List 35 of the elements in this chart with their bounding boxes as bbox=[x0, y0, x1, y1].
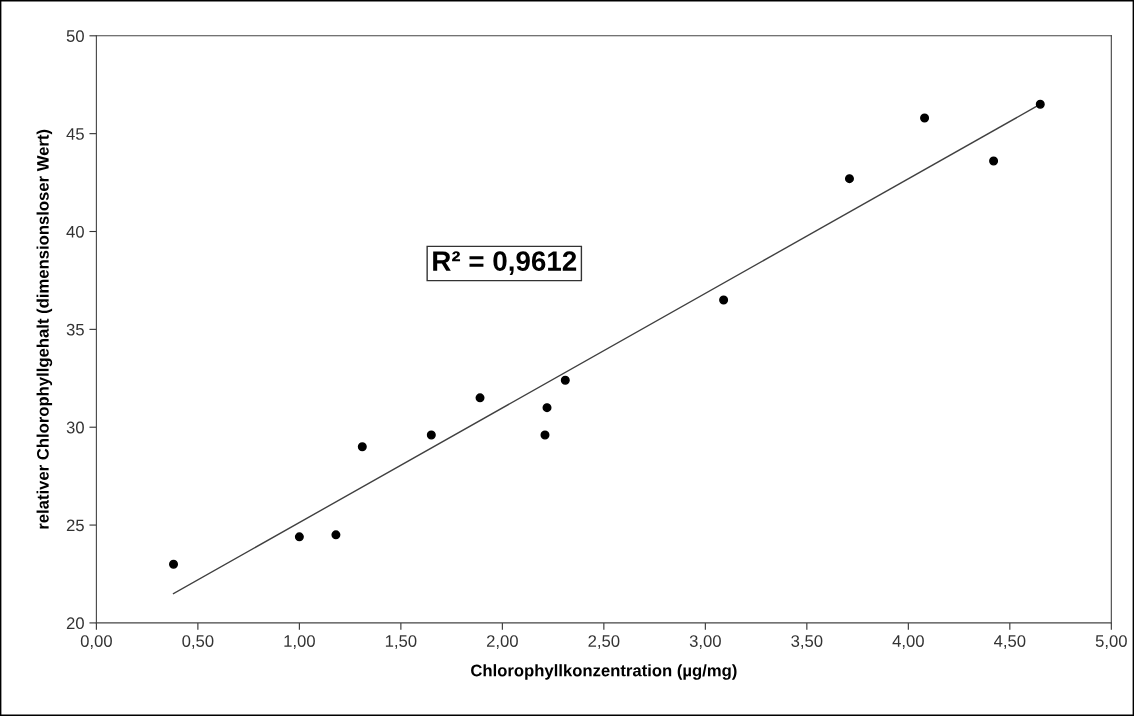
point bbox=[719, 295, 729, 305]
point bbox=[475, 393, 485, 403]
y-tick-label: 20 bbox=[66, 617, 84, 630]
point bbox=[331, 530, 341, 540]
y-axis-title: relativer Chlorophyllgehalt (dimensionsloser Wert) bbox=[36, 129, 53, 529]
x-tick-label: 1,00 bbox=[284, 635, 315, 649]
annotation: R² = 0,9612 bbox=[433, 251, 577, 275]
y-tick-label: 45 bbox=[66, 128, 84, 140]
point bbox=[989, 156, 999, 166]
point bbox=[1035, 99, 1045, 109]
y-tick-label: 35 bbox=[66, 323, 84, 336]
x-tick-label: 4,50 bbox=[993, 635, 1026, 649]
x-axis-title: Chlorophyllkonzentration (µg/mg) bbox=[471, 664, 737, 680]
y-tick-label: 50 bbox=[66, 30, 84, 42]
y-tick-label: 30 bbox=[66, 421, 84, 434]
x-tick-label: 5,00 bbox=[1095, 635, 1127, 649]
x-tick-label: 2,50 bbox=[588, 635, 620, 649]
y-tick-label: 40 bbox=[66, 225, 84, 238]
x-tick-label: 0,00 bbox=[80, 635, 112, 649]
point bbox=[357, 442, 367, 452]
point bbox=[560, 375, 570, 385]
x-tick-label: 2,00 bbox=[486, 635, 518, 649]
point bbox=[542, 403, 552, 413]
x-tick-label: 1,50 bbox=[385, 635, 417, 649]
y-tick-label: 25 bbox=[66, 519, 84, 532]
x-tick-label: 4,00 bbox=[892, 635, 924, 649]
x-tick-label: 3,00 bbox=[689, 635, 721, 649]
x-tick-label: 3,50 bbox=[791, 635, 823, 649]
point bbox=[169, 559, 179, 569]
point bbox=[844, 174, 854, 184]
point bbox=[920, 113, 930, 123]
point bbox=[540, 430, 550, 440]
point bbox=[426, 430, 436, 440]
point bbox=[294, 532, 304, 542]
x-tick-label: 0,50 bbox=[182, 635, 214, 649]
